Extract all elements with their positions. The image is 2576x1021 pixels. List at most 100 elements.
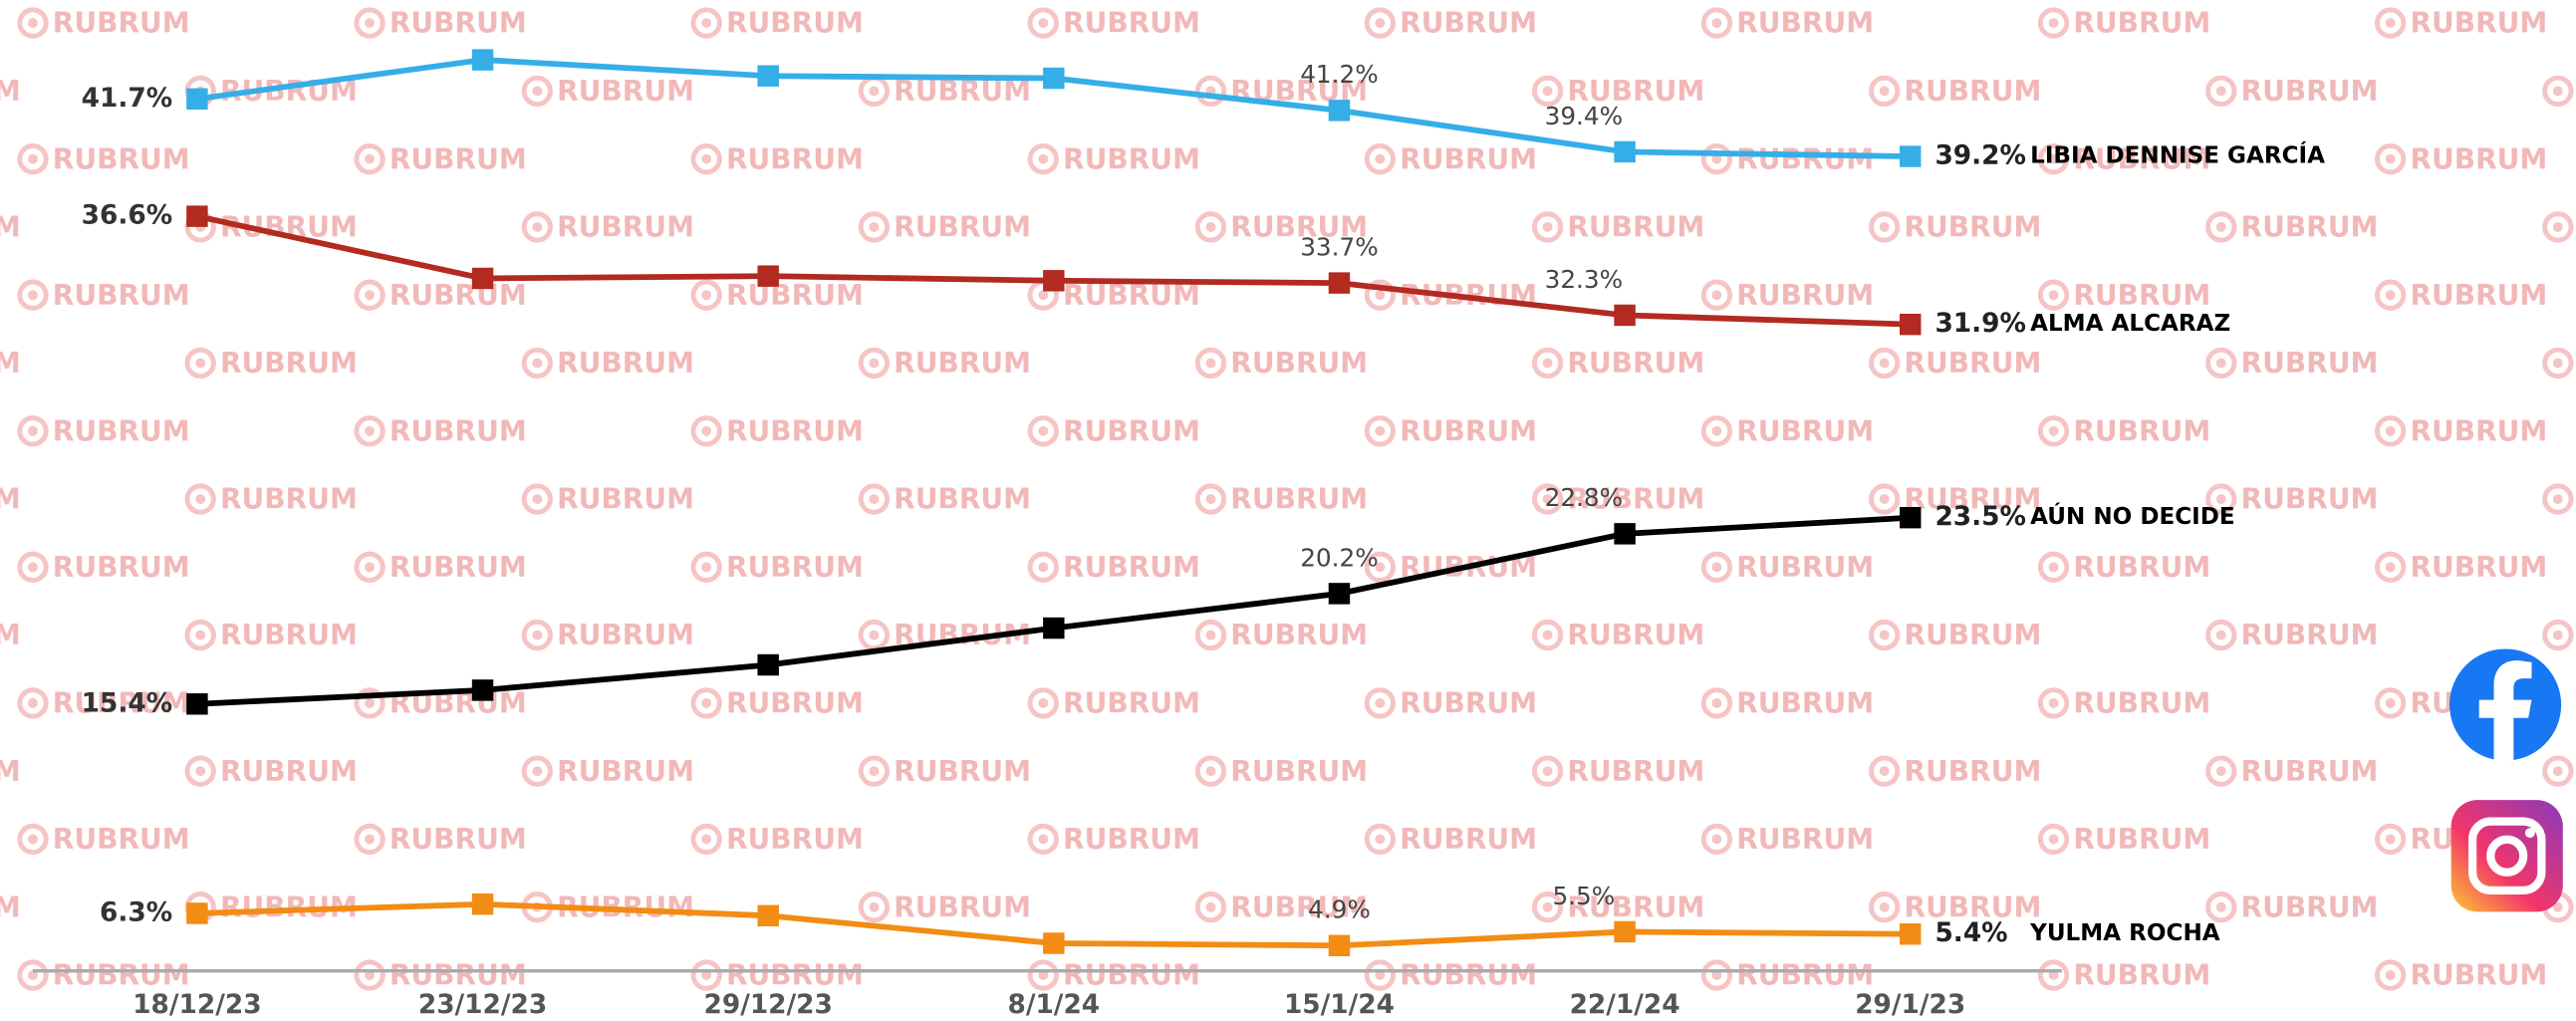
point-marker [1328,272,1351,294]
watermark-text: RUBRUM [894,483,1031,516]
watermark-icon-dot [869,901,880,912]
watermark-icon-dot [1711,834,1722,845]
watermark-icon-dot [2385,834,2396,845]
watermark-icon-dot [195,630,206,640]
watermark-icon-dot [365,834,376,845]
watermark-icon-dot [532,221,543,232]
watermark-icon-dot [1375,290,1386,301]
data-label: 39.2% [1934,141,2026,171]
watermark-icon-dot [1205,766,1216,777]
watermark-icon [354,959,386,991]
x-tick-label: 8/1/24 [1007,990,1100,1020]
data-label: 41.2% [1300,60,1379,89]
watermark-text: RUBRUM [1904,75,2041,108]
watermark-icon [354,687,386,719]
watermark-text: RUBRUM [2241,75,2379,108]
point-marker [471,893,494,915]
watermark-text: RUBRUM [220,619,358,651]
watermark-icon-dot [2215,494,2226,504]
watermark-text: RUBRUM [0,619,21,651]
watermark-text: RUBRUM [1230,755,1368,788]
watermark-icon [1869,75,1901,108]
data-label: 32.3% [1545,265,1624,294]
watermark-icon [184,619,216,651]
watermark-icon [1364,687,1397,719]
watermark-icon [2205,211,2237,243]
watermark-text: RUBRUM [1063,687,1200,720]
watermark-icon [1194,211,1227,243]
watermark-icon-dot [2385,697,2396,708]
watermark-text: RUBRUM [0,347,21,380]
watermark-icon [1194,483,1227,515]
watermark-icon-dot [1375,834,1386,845]
watermark-icon-dot [365,290,376,301]
watermark-text: RUBRUM [2410,279,2547,312]
watermark-icon-dot [701,18,712,29]
watermark-icon-dot [2048,697,2059,708]
watermark-icon [17,415,49,447]
watermark-text: RUBRUM [53,279,190,312]
point-marker [1043,932,1065,954]
watermark-text: RUBRUM [894,211,1031,244]
watermark-icon-dot [701,697,712,708]
watermark-icon [354,415,386,447]
point-marker [1614,523,1636,545]
watermark-icon-dot [2385,562,2396,573]
watermark-icon [1700,823,1733,856]
watermark-icon [1364,551,1397,583]
watermark-icon [1531,755,1564,787]
watermark-icon-dot [701,834,712,845]
watermark-icon-dot [195,358,206,369]
watermark-text: RUBRUM [2241,755,2379,788]
watermark-text: RUBRUM [2073,959,2210,992]
point-marker [1043,617,1065,639]
watermark-text: RUBRUM [726,687,864,720]
watermark-text: RUBRUM [1736,959,1874,992]
watermark-icon [2542,483,2574,515]
watermark-icon-dot [365,697,376,708]
watermark-icon-dot [532,494,543,504]
watermark-icon [1531,75,1564,108]
watermark-text: RUBRUM [557,347,694,380]
watermark-text: RUBRUM [2410,414,2547,447]
data-label: 39.4% [1545,102,1624,130]
watermark-icon-dot [2048,970,2059,980]
watermark-icon-dot [2048,562,2059,573]
watermark-icon [1027,959,1059,991]
watermark-icon [354,7,386,39]
watermark-icon-dot [365,562,376,573]
data-label: 20.2% [1300,543,1379,572]
watermark-icon-dot [1038,18,1049,29]
watermark-icon [521,755,553,787]
watermark-icon [858,483,891,515]
watermark-icon [2542,755,2574,787]
watermark-icon [354,823,386,856]
watermark-icon [2542,75,2574,108]
watermark-icon [17,142,49,175]
watermark-icon-dot [532,766,543,777]
point-marker [757,65,779,87]
watermark-icon-dot [1375,562,1386,573]
watermark-icon-dot [2552,901,2563,912]
watermark-icon-dot [1375,153,1386,164]
watermark-icon [1027,551,1059,583]
watermark-icon-dot [1205,494,1216,504]
watermark-icon [2037,415,2070,447]
watermark-icon [2205,347,2237,380]
watermark-icon [2374,687,2407,719]
watermark-text: RUBRUM [389,7,527,40]
watermark-icon [2037,279,2070,311]
watermark-icon-dot [1038,425,1049,436]
watermark-text: RUBRUM [220,483,358,516]
watermark-icon [1364,142,1397,175]
watermark-text: RUBRUM [1736,823,1874,856]
watermark-icon [858,619,891,651]
watermark-icon [1531,483,1564,515]
watermark-icon-dot [28,153,38,164]
point-marker [471,267,494,290]
watermark-text: RUBRUM [557,75,694,108]
watermark-icon-dot [2385,153,2396,164]
watermark-icon [1700,415,1733,447]
watermark-text: RUBRUM [2073,279,2210,312]
watermark-icon [2374,959,2407,991]
